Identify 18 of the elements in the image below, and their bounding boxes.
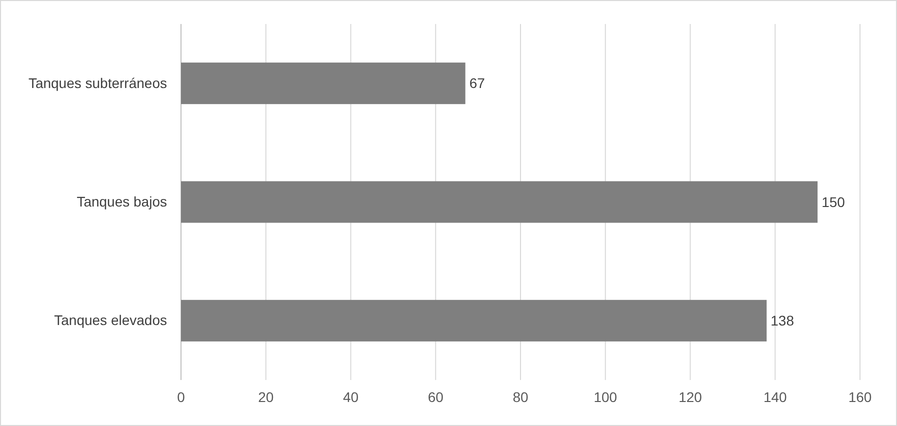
- x-tick-label: 20: [258, 388, 274, 405]
- x-tick-label: 160: [848, 388, 872, 405]
- data-label: 138: [770, 312, 794, 329]
- y-tick-label: Tanques bajos: [76, 193, 167, 210]
- data-label: 150: [822, 194, 846, 210]
- bar: [181, 62, 466, 104]
- x-tick-label: 40: [342, 388, 359, 405]
- y-tick-label: Tanques elevados: [54, 312, 167, 328]
- y-tick-label: Tanques subterráneos: [28, 74, 167, 91]
- bar: [181, 181, 818, 223]
- x-tick-label: 60: [428, 388, 444, 405]
- x-tick-label: 140: [763, 388, 788, 405]
- x-tick-label: 100: [594, 388, 618, 405]
- bar: [181, 300, 767, 342]
- x-tick-label: 0: [177, 388, 186, 405]
- x-tick-label: 80: [512, 388, 528, 405]
- x-tick-label: 120: [678, 388, 702, 405]
- data-label: 67: [469, 75, 486, 92]
